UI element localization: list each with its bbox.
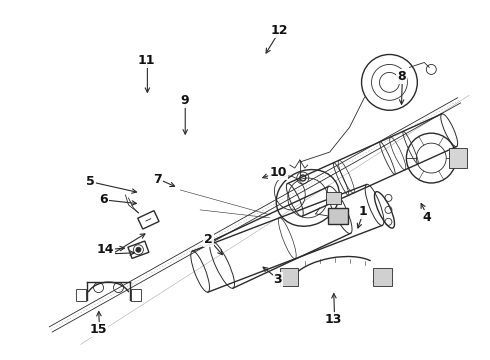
Text: 14: 14 [97,243,114,256]
Text: 2: 2 [204,233,213,246]
Text: 5: 5 [86,175,95,189]
Text: 7: 7 [153,172,162,185]
Bar [328,208,347,224]
Text: 3: 3 [273,273,282,286]
Text: 12: 12 [270,24,288,37]
Text: 8: 8 [397,70,406,83]
Text: 4: 4 [423,211,432,224]
Text: 15: 15 [90,323,107,336]
Bar [326,192,341,204]
Text: 10: 10 [269,166,287,179]
Bar [449,148,467,168]
Bar [131,289,142,301]
Text: 1: 1 [358,205,367,219]
Bar [280,268,298,285]
Text: 6: 6 [99,193,108,206]
Text: 9: 9 [180,94,189,107]
Bar [372,268,392,285]
Text: 11: 11 [138,54,155,67]
Text: 13: 13 [325,313,343,326]
Bar [75,289,86,301]
Circle shape [136,247,141,252]
